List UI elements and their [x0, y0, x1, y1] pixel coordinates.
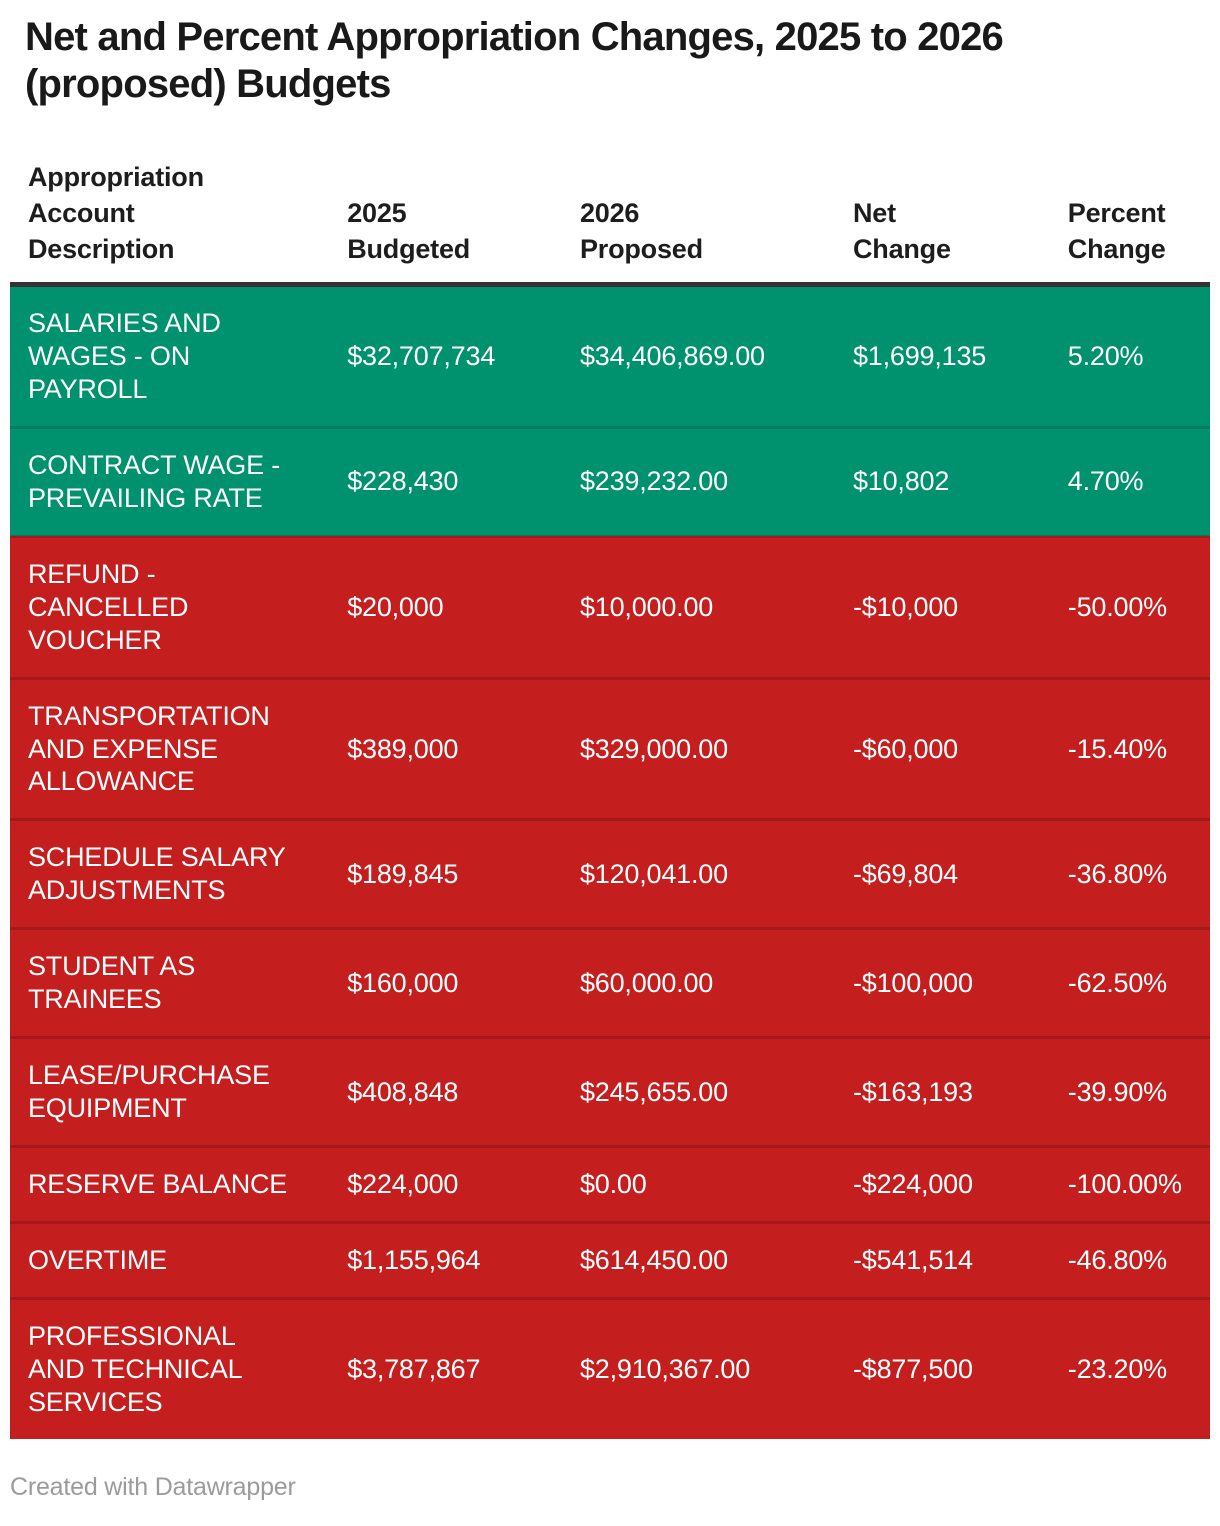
cell-2025-budgeted: $224,000 — [329, 1146, 562, 1224]
cell-percent-change: -46.80% — [1049, 1222, 1210, 1300]
cell-2025-budgeted: $228,430 — [329, 427, 562, 538]
cell-percent-change: 4.70% — [1049, 427, 1210, 538]
cell-percent-change: -39.90% — [1049, 1037, 1210, 1149]
table-header-row: Appropriation Account Description 2025 B… — [10, 160, 1210, 288]
cell-account-description: LEASE/PURCHASE EQUIPMENT — [10, 1037, 330, 1149]
table-row: OVERTIME $1,155,964 $614,450.00 -$541,51… — [10, 1222, 1210, 1300]
cell-percent-change: -36.80% — [1049, 819, 1210, 931]
cell-percent-change: -15.40% — [1049, 678, 1210, 822]
cell-net-change: $10,802 — [834, 427, 1050, 538]
cell-2026-proposed: $34,406,869.00 — [561, 284, 835, 429]
cell-net-change: -$163,193 — [834, 1037, 1050, 1149]
cell-account-description: PROFESSIONAL AND TECHNICAL SERVICES — [28, 1320, 243, 1417]
table-row: SCHEDULE SALARY ADJUSTMENTS $189,845 $12… — [10, 819, 1210, 931]
cell-percent-change: -100.00% — [1049, 1146, 1210, 1224]
column-header-net-change: Net Change — [834, 160, 1050, 288]
cell-net-change: -$100,000 — [834, 928, 1050, 1040]
cell-2025-budgeted: $389,000 — [329, 678, 562, 822]
datawrapper-credit-link[interactable]: Created with Datawrapper — [10, 1472, 296, 1501]
cell-percent-change: 5.20% — [1049, 284, 1210, 429]
cell-net-change: -$10,000 — [834, 536, 1050, 680]
cell-2025-budgeted: $408,848 — [329, 1037, 562, 1149]
cell-2025-budgeted: $1,155,964 — [329, 1222, 562, 1300]
cell-2026-proposed: $120,041.00 — [561, 819, 835, 931]
cell-2025-budgeted: $3,787,867 — [347, 1353, 481, 1384]
cell-2026-proposed: $10,000.00 — [561, 536, 835, 680]
cell-account-description: STUDENT AS TRAINEES — [10, 928, 330, 1040]
cell-account-description: TRANSPORTATION AND EXPENSE ALLOWANCE — [10, 678, 330, 822]
cell-net-change: -$60,000 — [834, 678, 1050, 822]
cell-account-description: CONTRACT WAGE - PREVAILING RATE — [10, 427, 330, 538]
page-title: Net and Percent Appropriation Changes, 2… — [25, 15, 1004, 107]
cell-account-description: SCHEDULE SALARY ADJUSTMENTS — [10, 819, 330, 931]
column-header-percent-change: Percent Change — [1049, 160, 1210, 288]
cell-percent-change: -62.50% — [1049, 928, 1210, 1040]
table-header: Appropriation Account Description 2025 B… — [10, 160, 1210, 288]
cell-2025-budgeted: $160,000 — [329, 928, 562, 1040]
cell-2026-proposed: $614,450.00 — [561, 1222, 835, 1300]
column-header-2025-budgeted: 2025 Budgeted — [329, 160, 562, 288]
table-row: REFUND - CANCELLED VOUCHER $20,000 $10,0… — [10, 536, 1210, 680]
cell-account-description: SALARIES AND WAGES - ON PAYROLL — [10, 284, 330, 429]
cell-net-change: -$541,514 — [834, 1222, 1050, 1300]
cell-net-change: $1,699,135 — [834, 284, 1050, 429]
footer: Created with Datawrapper — [10, 1473, 1210, 1502]
table-body: SALARIES AND WAGES - ON PAYROLL $32,707,… — [10, 284, 1210, 1439]
cell-2026-proposed: $0.00 — [561, 1146, 835, 1224]
cell-net-change: -$69,804 — [834, 819, 1050, 931]
table-row: PROFESSIONAL AND TECHNICAL SERVICES $3,7… — [10, 1298, 1210, 1439]
table-row: TRANSPORTATION AND EXPENSE ALLOWANCE $38… — [10, 678, 1210, 822]
cell-2026-proposed: $60,000.00 — [561, 928, 835, 1040]
table-row: CONTRACT WAGE - PREVAILING RATE $228,430… — [10, 427, 1210, 538]
cell-net-change: -$224,000 — [834, 1146, 1050, 1224]
table-row: RESERVE BALANCE $224,000 $0.00 -$224,000… — [10, 1146, 1210, 1224]
cell-account-description: RESERVE BALANCE — [10, 1146, 330, 1224]
cell-2026-proposed: $245,655.00 — [561, 1037, 835, 1149]
cell-2025-budgeted: $189,845 — [329, 819, 562, 931]
cell-account-description: OVERTIME — [10, 1222, 330, 1300]
cell-2026-proposed: $329,000.00 — [561, 678, 835, 822]
cell-2025-budgeted: $20,000 — [329, 536, 562, 680]
cell-2025-budgeted: $32,707,734 — [329, 284, 562, 429]
cell-net-change: -$877,500 — [852, 1353, 973, 1384]
cell-percent-change: -50.00% — [1049, 536, 1210, 680]
cell-percent-change: -23.20% — [1067, 1353, 1167, 1384]
table-row: LEASE/PURCHASE EQUIPMENT $408,848 $245,6… — [10, 1037, 1210, 1149]
cell-2026-proposed: $2,910,367.00 — [579, 1353, 751, 1384]
column-header-description: Appropriation Account Description — [10, 160, 330, 288]
cell-2026-proposed: $239,232.00 — [561, 427, 835, 538]
column-header-2026-proposed: 2026 Proposed — [561, 160, 835, 288]
cell-account-description: REFUND - CANCELLED VOUCHER — [10, 536, 330, 680]
table-row: SALARIES AND WAGES - ON PAYROLL $32,707,… — [10, 284, 1210, 429]
table-row: STUDENT AS TRAINEES $160,000 $60,000.00 … — [10, 928, 1210, 1040]
appropriation-changes-table: Appropriation Account Description 2025 B… — [10, 160, 1210, 1439]
